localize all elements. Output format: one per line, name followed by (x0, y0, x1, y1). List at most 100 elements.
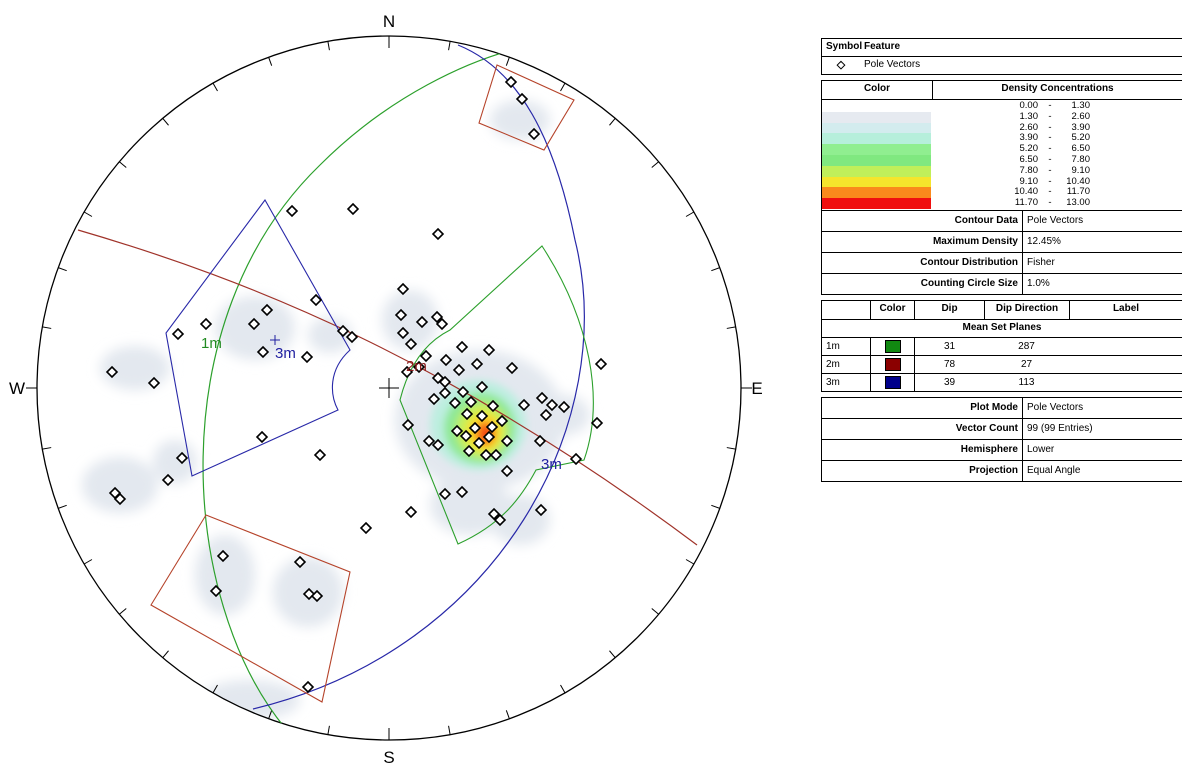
density-separator: - (1048, 164, 1052, 176)
set-color-swatch (884, 375, 901, 389)
pole-marker (456, 385, 470, 399)
density-row: 3.90- 5.20 (822, 132, 1182, 145)
density-high: 2.60 (1071, 110, 1091, 122)
pole-marker (113, 492, 127, 506)
set-color-header: Color (870, 300, 914, 319)
plot-info-table: Plot Mode Pole Vectors Vector Count 99 (99 … (821, 396, 1182, 482)
pole-marker (430, 310, 444, 324)
pole-marker (300, 350, 314, 364)
density-high: 6.50 (1071, 143, 1091, 155)
stereonet-plot: N S E W 1m 2m 3m 3m (9, 12, 763, 763)
set-label (1069, 338, 1182, 355)
pole-marker (489, 448, 503, 462)
pole-marker (161, 473, 175, 487)
set-dip-direction: 287 (1018, 340, 1035, 352)
set-color-cell (870, 355, 914, 373)
label-header: Label (1069, 300, 1182, 319)
pole-marker (527, 127, 541, 141)
mean-set-row: 1m 31 287 (822, 337, 1182, 356)
pole-marker (448, 396, 462, 410)
mean-set-row: 3m 39 113 (822, 373, 1182, 391)
dip-header: Dip (914, 300, 984, 319)
azimuth-ticks (42, 36, 736, 740)
pole-marker (517, 398, 531, 412)
pole-marker (401, 418, 415, 432)
mean-set-row: 2m 78 27 (822, 355, 1182, 374)
density-separator: - (1048, 143, 1052, 155)
pole-marker (293, 555, 307, 569)
azimuth-tick (162, 118, 169, 126)
azimuth-tick (726, 326, 736, 329)
pole-marker (256, 345, 270, 359)
set-dip-direction: 113 (1018, 376, 1035, 388)
pole-marker (438, 386, 452, 400)
pole-marker (505, 361, 519, 375)
pole-marker (479, 448, 493, 462)
density-row: 6.50- 7.80 (822, 153, 1182, 166)
density-high: 5.20 (1071, 132, 1091, 144)
pole-marker (545, 398, 559, 412)
density-row: 7.80- 9.10 (822, 164, 1182, 177)
azimuth-tick (448, 725, 451, 735)
pole-marker (475, 409, 489, 423)
pole-marker (500, 434, 514, 448)
pole-marker (431, 438, 445, 452)
azimuth-tick (162, 650, 169, 658)
plot-info-label: Plot Mode (970, 401, 1018, 413)
mean-plane-2m (77, 229, 698, 546)
density-low: 10.40 (1014, 186, 1038, 198)
pole-marker (486, 399, 500, 413)
contour-info-label: Contour Distribution (920, 256, 1018, 268)
azimuth-tick (726, 447, 736, 450)
density-high: 1.30 (1071, 100, 1091, 111)
density-high: 11.70 (1066, 186, 1090, 198)
density-row: 2.60- 3.90 (822, 121, 1182, 134)
contour-info-value: Pole Vectors (1022, 210, 1182, 231)
density-low: 9.10 (1019, 175, 1039, 187)
azimuth-tick (212, 684, 218, 694)
pole-marker (345, 330, 359, 344)
contour-info-label: Counting Circle Size (920, 277, 1018, 289)
pole-marker (171, 327, 185, 341)
pole-marker (557, 400, 571, 414)
symbol-header: Symbol (826, 41, 863, 52)
contour-info-row: Contour Data Pole Vectors (822, 210, 1182, 232)
density-low: 11.70 (1014, 197, 1038, 209)
pole-marker (455, 485, 469, 499)
pole-marker (439, 353, 453, 367)
density-swatch (822, 176, 931, 188)
pole-marker (313, 448, 327, 462)
center-cross (379, 378, 399, 398)
set-label-3m: 3m (541, 456, 562, 473)
density-low: 3.90 (1019, 132, 1039, 144)
plot-info-value: Equal Angle (1022, 460, 1182, 481)
pole-marker (285, 204, 299, 218)
set-id: 2m (826, 358, 840, 370)
plot-info-label: Hemisphere (960, 443, 1018, 455)
density-low: 6.50 (1019, 153, 1039, 165)
pole-marker (422, 434, 436, 448)
pole-marker (504, 75, 518, 89)
azimuth-tick (560, 684, 566, 694)
pole-marker (431, 227, 445, 241)
density-swatch (822, 165, 931, 177)
set-window-north (478, 64, 575, 151)
density-row: 11.70- 13.00 (822, 197, 1182, 209)
pole-marker (310, 589, 324, 603)
compass-west: W (9, 379, 25, 398)
plot-info-label: Vector Count (955, 422, 1018, 434)
pole-marker (404, 505, 418, 519)
pole-marker (590, 416, 604, 430)
density-separator: - (1048, 121, 1052, 133)
density-high: 13.00 (1066, 197, 1090, 209)
pole-marker (346, 202, 360, 216)
pole-marker (535, 391, 549, 405)
pole-marker (459, 429, 473, 443)
pole-marker (533, 434, 547, 448)
pole-marker (485, 420, 499, 434)
pole-marker (539, 408, 553, 422)
pole-marker (482, 430, 496, 444)
pole-marker (493, 513, 507, 527)
density-contours (82, 100, 590, 720)
pole-marker (515, 92, 529, 106)
